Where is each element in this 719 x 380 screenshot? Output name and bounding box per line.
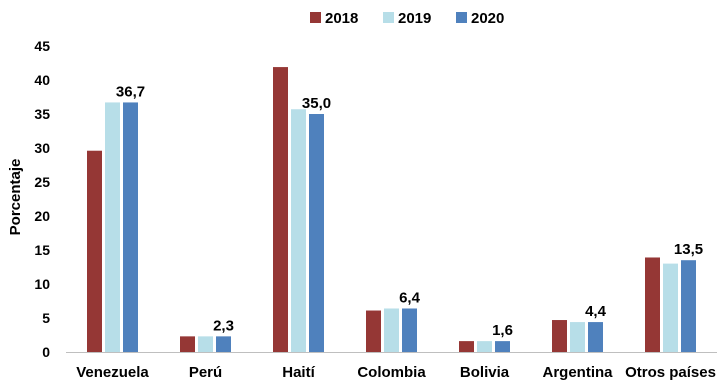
data-label: 35,0: [302, 95, 331, 112]
bar-2018: [366, 310, 381, 352]
y-axis-ticks: 0 5 10 15 20 25 30 35 40 45: [34, 38, 50, 360]
y-tick-label: 5: [42, 310, 50, 326]
x-axis-ticks: Venezuela Perú Haití Colombia Bolivia Argenti…: [76, 364, 716, 380]
y-tick-label: 45: [34, 38, 50, 54]
bar-2019: [477, 341, 492, 352]
bar-2020: [309, 114, 324, 352]
legend-label: 2018: [325, 10, 358, 27]
y-tick-label: 35: [34, 106, 50, 122]
y-axis-label: Porcentaje: [7, 159, 24, 236]
y-tick-label: 20: [34, 208, 50, 224]
data-labels: 36,7 2,3 35,0 6,4 1,6 4,4 13,5: [116, 83, 703, 339]
bar-2020: [681, 260, 696, 352]
data-label: 6,4: [399, 289, 421, 306]
bar-2020: [495, 341, 510, 352]
y-tick-label: 30: [34, 140, 50, 156]
x-tick-label: Argentina: [542, 364, 613, 380]
bar-2019: [291, 109, 306, 353]
x-tick-label: Haití: [282, 364, 315, 380]
x-tick-label: Colombia: [357, 364, 426, 380]
legend-label: 2019: [398, 10, 431, 27]
x-tick-label: Bolivia: [460, 364, 510, 380]
data-label: 13,5: [674, 241, 703, 258]
y-tick-label: 25: [34, 174, 50, 190]
y-tick-label: 40: [34, 72, 50, 88]
legend-swatch-2019: [383, 12, 394, 23]
y-tick-label: 15: [34, 242, 50, 258]
data-label: 36,7: [116, 83, 145, 100]
x-tick-label: Perú: [189, 364, 222, 380]
bar-2018: [87, 150, 102, 352]
data-label: 2,3: [213, 317, 234, 334]
bar-2018: [180, 336, 195, 352]
bar-2020: [216, 336, 231, 352]
bar-2019: [384, 308, 399, 352]
bar-2018: [552, 320, 567, 352]
bar-2018: [645, 257, 660, 352]
y-tick-label: 0: [42, 344, 50, 360]
bar-2020: [588, 322, 603, 352]
legend-label: 2020: [471, 10, 504, 27]
data-label: 4,4: [585, 303, 607, 320]
bars: [87, 67, 696, 353]
bar-2018: [273, 67, 288, 352]
legend-swatch-2020: [456, 12, 467, 23]
bar-2018: [459, 341, 474, 352]
x-tick-label: Otros países: [625, 364, 716, 380]
bar-2020: [123, 102, 138, 352]
legend: 2018 2019 2020: [310, 10, 504, 27]
data-label: 1,6: [492, 322, 513, 339]
y-tick-label: 10: [34, 276, 50, 292]
legend-swatch-2018: [310, 12, 321, 23]
bar-2020: [402, 308, 417, 352]
bar-2019: [570, 322, 585, 352]
bar-2019: [198, 336, 213, 352]
bar-2019: [663, 263, 678, 352]
bar-2019: [105, 102, 120, 352]
x-tick-label: Venezuela: [76, 364, 149, 380]
